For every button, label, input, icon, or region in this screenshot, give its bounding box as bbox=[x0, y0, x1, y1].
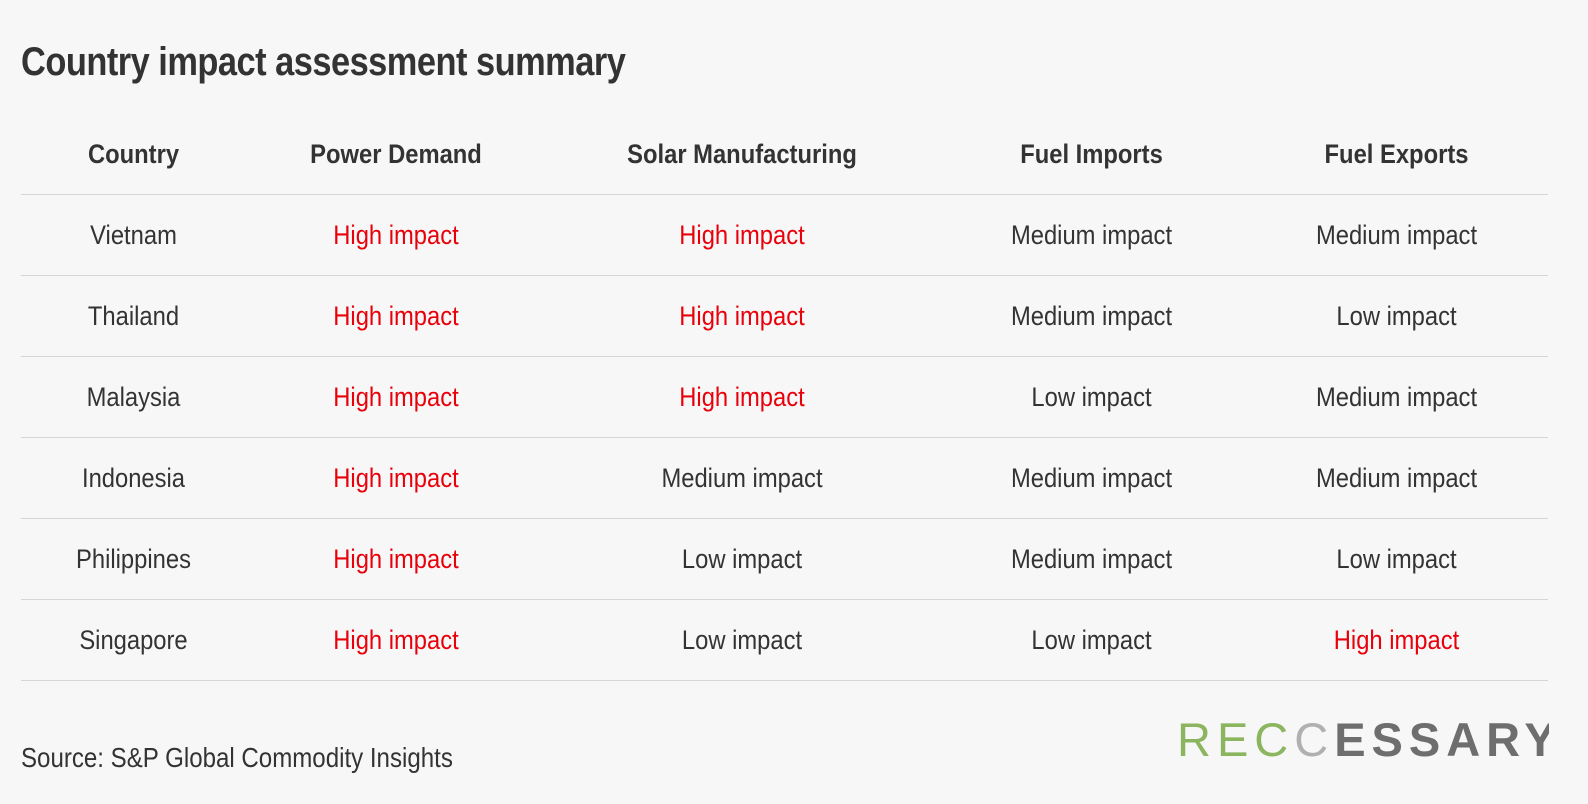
table-cell-fuel-imports: Medium impact bbox=[1010, 300, 1173, 331]
header-country: Country bbox=[87, 139, 180, 169]
chart-title: Country impact assessment summary bbox=[21, 40, 626, 84]
table-cell-solar-manufacturing: High impact bbox=[679, 300, 805, 331]
table-cell-solar-manufacturing: Low impact bbox=[681, 543, 803, 574]
table-cell-fuel-imports: Medium impact bbox=[1010, 462, 1173, 493]
table-cell-power-demand: High impact bbox=[333, 543, 459, 574]
table-cell-fuel-imports: Low impact bbox=[1031, 624, 1152, 655]
table-cell-solar-manufacturing: High impact bbox=[679, 381, 805, 412]
table-cell-power-demand: High impact bbox=[333, 219, 459, 250]
source-note: Source: S&P Global Commodity Insights bbox=[21, 742, 453, 773]
header-power-demand: Power Demand bbox=[310, 139, 482, 169]
table-cell-country: Malaysia bbox=[86, 381, 181, 412]
table-cell-country: Singapore bbox=[79, 624, 188, 655]
header-solar-manufacturing: Solar Manufacturing bbox=[627, 139, 857, 169]
table-cell-fuel-imports: Medium impact bbox=[1010, 219, 1173, 250]
logo-part-dark: ESSARY bbox=[1334, 716, 1549, 764]
table-row: Indonesia High impact Medium impact Medi… bbox=[21, 438, 1548, 519]
table-cell-country: Indonesia bbox=[81, 462, 186, 493]
table-cell-country: Thailand bbox=[87, 300, 180, 331]
table-cell-fuel-exports: Medium impact bbox=[1315, 381, 1478, 412]
reccessary-logo: RECCESSARY bbox=[1177, 716, 1549, 764]
table-cell-fuel-exports: Low impact bbox=[1336, 300, 1457, 331]
impact-table: Country Power Demand Solar Manufacturing… bbox=[21, 115, 1548, 681]
header-fuel-exports: Fuel Exports bbox=[1324, 139, 1469, 169]
table-row: Philippines High impact Low impact Mediu… bbox=[21, 519, 1548, 600]
table-header-row: Country Power Demand Solar Manufacturing… bbox=[21, 115, 1548, 195]
table-row: Malaysia High impact High impact Low imp… bbox=[21, 357, 1548, 438]
table-cell-solar-manufacturing: High impact bbox=[679, 219, 805, 250]
table-cell-power-demand: High impact bbox=[333, 381, 459, 412]
table-row: Thailand High impact High impact Medium … bbox=[21, 276, 1548, 357]
table-cell-power-demand: High impact bbox=[333, 624, 459, 655]
table-cell-country: Vietnam bbox=[90, 219, 177, 250]
table-row: Vietnam High impact High impact Medium i… bbox=[21, 195, 1548, 276]
table-cell-fuel-exports: Medium impact bbox=[1315, 462, 1478, 493]
table-cell-fuel-exports: High impact bbox=[1333, 624, 1460, 655]
logo-part-light: C bbox=[1294, 716, 1335, 764]
table-cell-fuel-imports: Medium impact bbox=[1010, 543, 1173, 574]
table-cell-solar-manufacturing: Medium impact bbox=[661, 462, 823, 493]
table-cell-power-demand: High impact bbox=[333, 462, 459, 493]
header-fuel-imports: Fuel Imports bbox=[1020, 139, 1163, 169]
table-cell-fuel-exports: Low impact bbox=[1336, 543, 1457, 574]
table-cell-country: Philippines bbox=[76, 543, 191, 574]
table-cell-solar-manufacturing: Low impact bbox=[681, 624, 803, 655]
table-cell-fuel-imports: Low impact bbox=[1031, 381, 1152, 412]
table-cell-power-demand: High impact bbox=[333, 300, 459, 331]
table-cell-fuel-exports: Medium impact bbox=[1315, 219, 1478, 250]
table-row: Singapore High impact Low impact Low imp… bbox=[21, 600, 1548, 681]
logo-part-green: REC bbox=[1177, 716, 1295, 764]
